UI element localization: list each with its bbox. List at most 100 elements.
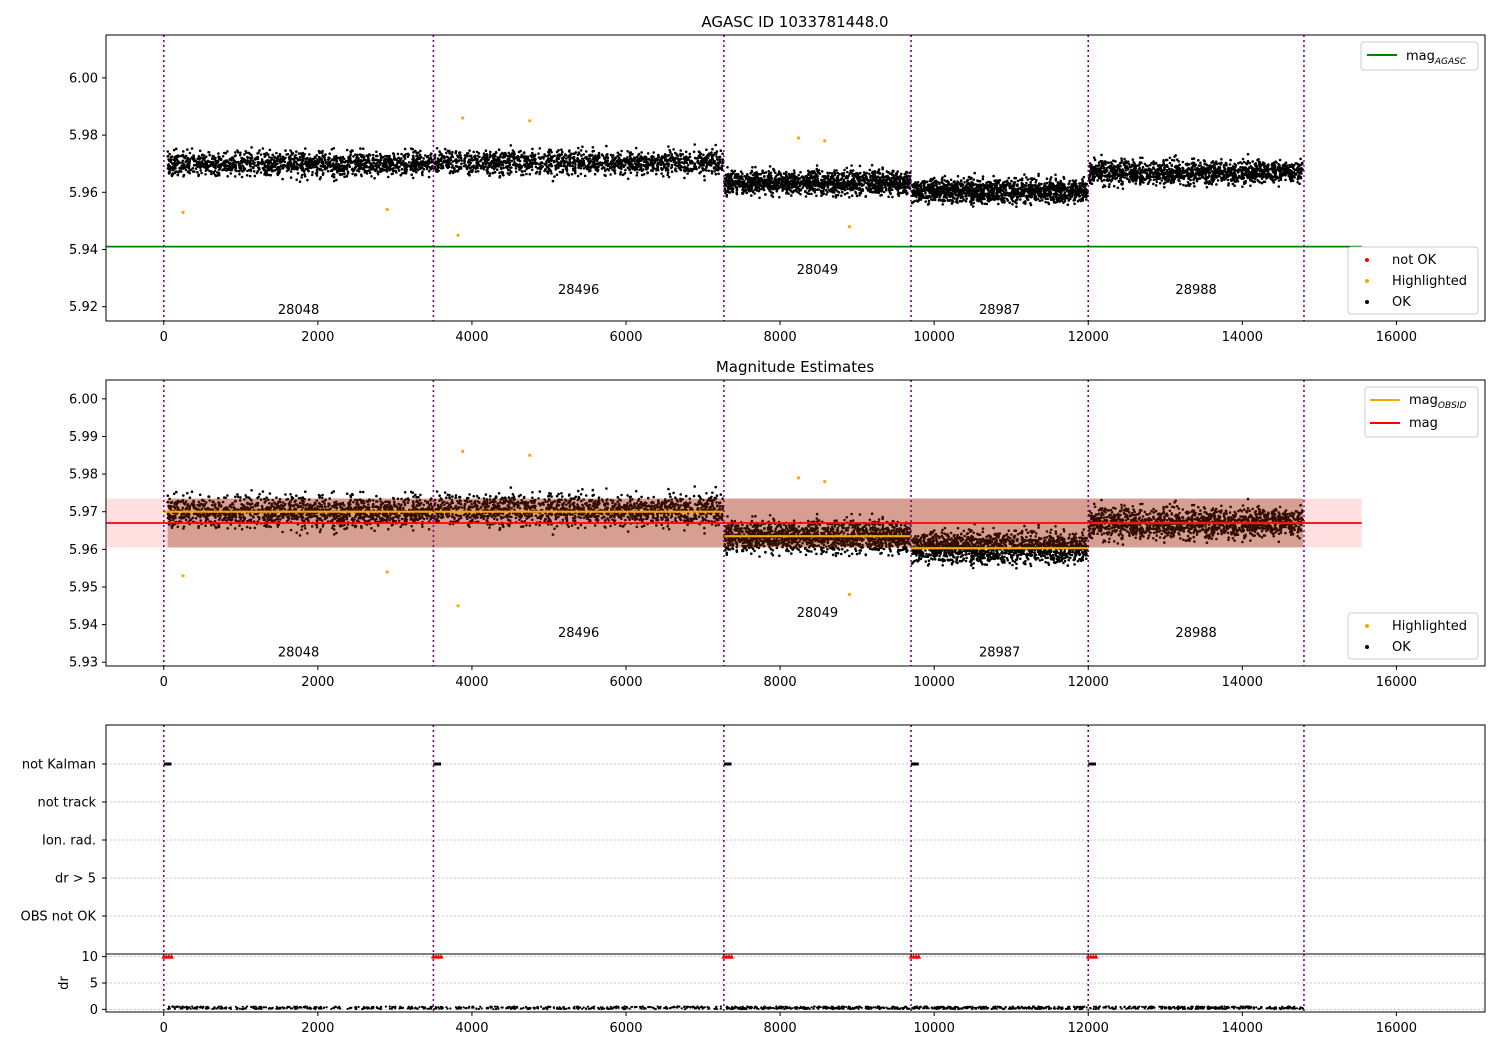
ok-point xyxy=(859,189,862,192)
ok-point xyxy=(843,192,847,196)
ok-point xyxy=(845,185,849,189)
ok-point xyxy=(238,153,242,157)
ok-point xyxy=(891,195,894,199)
ok-point xyxy=(509,144,513,147)
ok-point xyxy=(194,167,198,170)
ok-point xyxy=(1082,175,1086,179)
ok-point xyxy=(400,152,403,156)
ok-point xyxy=(304,162,307,166)
ok-point xyxy=(685,157,688,160)
ok-point xyxy=(709,152,712,155)
ok-point xyxy=(518,168,521,172)
ok-point xyxy=(608,166,612,170)
ok-point xyxy=(495,159,499,163)
ok-point xyxy=(433,161,437,165)
ok-point xyxy=(763,178,766,182)
ok-point xyxy=(363,164,366,167)
ok-point xyxy=(412,156,415,160)
ok-point xyxy=(817,169,821,172)
ok-point xyxy=(392,152,395,155)
ok-point xyxy=(487,162,491,165)
ok-point xyxy=(702,153,705,157)
ok-point xyxy=(670,165,674,169)
ok-point xyxy=(523,156,527,159)
ok-point xyxy=(624,168,627,172)
ok-point xyxy=(662,175,665,178)
ok-point xyxy=(250,156,254,159)
ok-point xyxy=(514,167,518,170)
ok-point xyxy=(684,169,687,173)
ok-point xyxy=(717,172,720,176)
ok-point xyxy=(205,162,208,166)
ok-point xyxy=(768,184,772,188)
ok-point xyxy=(306,156,309,160)
ok-point xyxy=(260,158,264,161)
ok-point xyxy=(214,174,218,178)
ok-point xyxy=(211,154,215,158)
ok-point xyxy=(844,176,848,179)
ok-point xyxy=(399,159,402,162)
ok-point xyxy=(478,155,481,159)
ok-point xyxy=(332,179,336,183)
ok-point xyxy=(656,157,659,160)
ok-point xyxy=(210,172,213,176)
ok-point xyxy=(743,175,746,178)
ok-point xyxy=(182,175,185,178)
ok-point xyxy=(547,153,551,156)
ok-point xyxy=(404,165,407,168)
ok-point xyxy=(573,152,576,155)
ok-point xyxy=(392,154,396,158)
ok-point xyxy=(553,175,556,178)
ok-point xyxy=(273,155,276,159)
ok-point xyxy=(781,188,785,191)
ok-point xyxy=(323,156,326,159)
ok-point xyxy=(206,159,210,163)
ok-point xyxy=(400,161,404,165)
ok-point xyxy=(246,156,250,159)
ok-point xyxy=(852,178,856,181)
ok-point xyxy=(785,170,788,174)
ok-point xyxy=(188,162,191,165)
ok-point xyxy=(504,160,507,163)
ok-point xyxy=(992,174,995,178)
ok-point xyxy=(547,169,550,173)
ok-point xyxy=(168,152,171,156)
ok-point xyxy=(498,171,501,175)
ok-point xyxy=(739,170,743,173)
ok-point xyxy=(214,166,217,170)
ok-point xyxy=(890,183,894,187)
ok-point xyxy=(741,181,745,184)
ok-point xyxy=(1078,184,1081,188)
ok-point xyxy=(609,161,613,164)
ok-point xyxy=(887,188,891,192)
ok-point xyxy=(547,160,551,163)
ok-point xyxy=(349,151,353,154)
ok-point xyxy=(454,150,458,153)
ok-point xyxy=(611,168,614,171)
ok-point xyxy=(847,174,850,178)
ok-point xyxy=(184,168,188,172)
ok-point xyxy=(492,167,496,171)
ok-point xyxy=(188,151,192,155)
ok-point xyxy=(248,174,252,178)
ok-point xyxy=(869,174,872,178)
ok-point xyxy=(627,162,630,166)
ok-point xyxy=(460,159,464,162)
ok-point xyxy=(613,156,617,160)
ok-point xyxy=(509,154,512,158)
ok-point xyxy=(504,152,508,156)
ok-point xyxy=(560,148,563,151)
ok-point xyxy=(550,164,553,168)
ok-point xyxy=(488,155,492,159)
ok-point xyxy=(440,157,443,161)
ok-point xyxy=(672,157,676,161)
ok-point xyxy=(685,161,689,164)
ok-point xyxy=(778,195,781,199)
ok-point xyxy=(314,172,318,175)
ok-point xyxy=(583,174,587,178)
ok-point xyxy=(307,159,311,163)
ok-point xyxy=(223,151,226,155)
ok-point xyxy=(498,174,502,178)
ok-point xyxy=(882,190,886,194)
ok-point xyxy=(368,171,372,175)
